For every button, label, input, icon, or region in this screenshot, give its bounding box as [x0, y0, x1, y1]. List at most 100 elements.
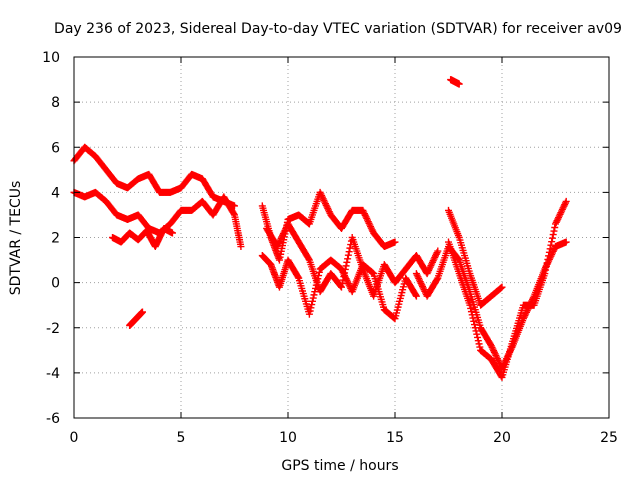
data-point: [560, 202, 568, 210]
x-tick-label: 5: [177, 430, 186, 446]
data-point: [427, 262, 435, 270]
data-point: [430, 255, 438, 263]
data-point: [492, 351, 500, 359]
data-point: [346, 244, 354, 252]
data-point: [363, 216, 371, 224]
y-axis-ticks: -6 -4 -2 0 2 4 6 8 10: [42, 50, 609, 427]
x-tick-label: 15: [386, 430, 404, 446]
data-point: [470, 321, 478, 329]
data-point: [493, 353, 501, 361]
data-point: [275, 239, 283, 247]
x-axis-ticks: 0 5 10 15 20 25: [70, 57, 618, 446]
data-point: [468, 311, 476, 319]
y-tick-label: 8: [51, 95, 60, 111]
y-tick-label: -4: [46, 366, 60, 382]
data-point: [416, 278, 424, 286]
data-point: [324, 204, 332, 212]
data-point: [558, 207, 566, 215]
series-track-mid-b: [258, 252, 420, 323]
y-tick-label: 2: [51, 231, 60, 247]
data-point: [345, 248, 353, 256]
data-point: [412, 270, 420, 278]
data-point: [318, 192, 326, 200]
y-tick-label: 0: [51, 276, 60, 292]
data-point: [545, 252, 553, 260]
data-point: [558, 205, 566, 213]
series-track-trough: [445, 197, 570, 381]
data-point: [360, 210, 368, 218]
gridlines: [74, 57, 609, 418]
data-point: [274, 241, 282, 249]
data-point: [420, 286, 428, 294]
data-point: [498, 283, 506, 291]
data-point: [470, 317, 478, 325]
data-point: [344, 278, 352, 286]
data-point: [542, 266, 550, 274]
data-point: [325, 208, 333, 216]
data-point: [418, 281, 426, 289]
data-point: [320, 196, 328, 204]
data-point: [467, 308, 475, 316]
data-points: [70, 76, 570, 381]
y-tick-label: -6: [46, 411, 60, 427]
data-point: [359, 206, 367, 214]
data-point: [366, 221, 374, 229]
data-point: [343, 258, 351, 266]
data-point: [415, 274, 423, 282]
data-point: [476, 343, 484, 351]
data-point: [344, 255, 352, 263]
data-point: [473, 330, 481, 338]
data-point: [429, 257, 437, 265]
data-point: [474, 333, 482, 341]
data-point: [338, 280, 346, 288]
data-point: [550, 227, 558, 235]
data-point: [279, 231, 287, 239]
data-point: [556, 210, 564, 218]
data-point: [365, 219, 373, 227]
data-point: [276, 238, 284, 246]
series-track-late-upper: [445, 206, 506, 309]
data-point: [412, 292, 420, 300]
data-point: [466, 301, 474, 309]
data-point: [237, 243, 245, 251]
data-point: [433, 275, 441, 283]
data-point: [555, 212, 563, 220]
data-point: [362, 213, 370, 221]
data-point: [488, 343, 496, 351]
data-point: [433, 249, 441, 257]
data-point: [344, 280, 352, 288]
data-point: [487, 342, 495, 350]
data-point: [363, 214, 371, 222]
data-point: [541, 270, 549, 278]
data-point: [493, 355, 501, 363]
data-point: [495, 358, 503, 366]
data-point: [315, 268, 323, 276]
data-point: [340, 273, 348, 281]
data-point: [497, 372, 505, 380]
data-point: [543, 259, 551, 267]
data-point: [471, 324, 479, 332]
data-point: [434, 247, 442, 255]
data-point: [168, 229, 176, 237]
data-point: [489, 345, 497, 353]
data-point: [391, 238, 399, 246]
data-point: [425, 266, 433, 274]
data-point: [424, 268, 432, 276]
data-point: [309, 294, 317, 302]
data-point: [364, 218, 372, 226]
data-point: [469, 314, 477, 322]
x-tick-label: 0: [70, 430, 79, 446]
data-point: [454, 255, 462, 263]
data-point: [342, 262, 350, 270]
series-track-outlier: [447, 76, 463, 88]
data-point: [414, 273, 422, 281]
data-point: [307, 304, 315, 312]
x-tick-label: 10: [279, 430, 297, 446]
data-point: [559, 204, 567, 212]
data-point: [426, 263, 434, 271]
data-point: [310, 291, 318, 299]
data-point: [361, 211, 369, 219]
data-point: [472, 327, 480, 335]
data-point: [308, 301, 316, 309]
data-point: [138, 308, 146, 316]
